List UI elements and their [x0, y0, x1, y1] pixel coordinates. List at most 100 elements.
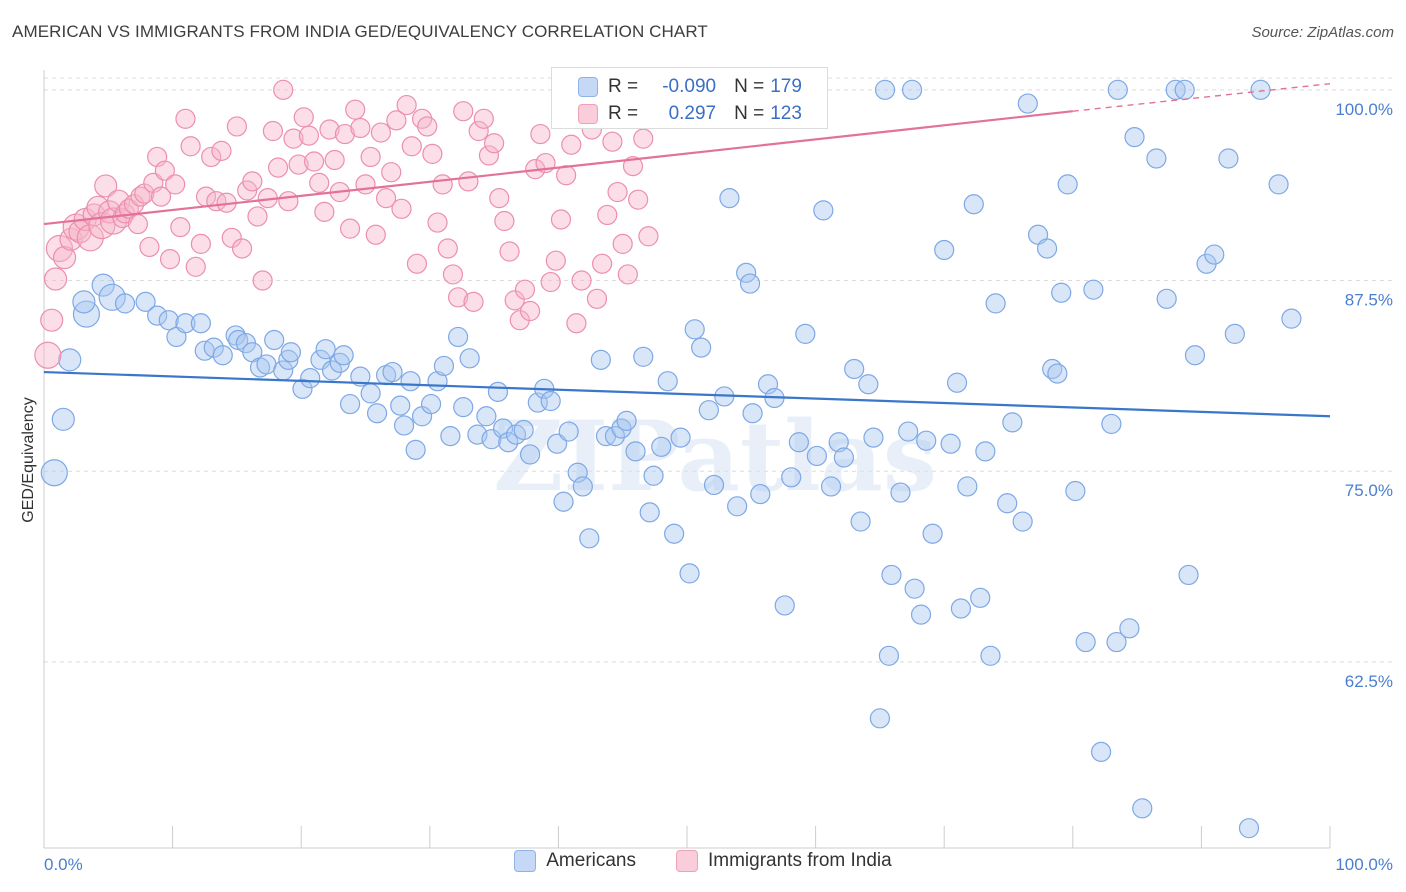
data-point: [201, 146, 222, 168]
data-point: [1051, 282, 1072, 303]
data-point: [298, 125, 320, 146]
data-point: [1281, 308, 1302, 329]
data-point: [34, 341, 62, 369]
axes: [43, 70, 1331, 849]
data-point: [391, 198, 412, 219]
data-point: [679, 563, 700, 584]
data-point: [670, 427, 691, 448]
data-point: [98, 283, 126, 311]
r-label: R =: [608, 76, 639, 97]
data-point: [806, 445, 827, 467]
n-value: 179: [770, 76, 802, 97]
data-point: [40, 308, 64, 332]
r-value: 0.297: [668, 103, 717, 124]
data-point: [468, 120, 489, 142]
data-point: [360, 383, 381, 404]
data-point: [844, 358, 865, 380]
r-label: R =: [608, 103, 639, 124]
data-point: [375, 188, 397, 209]
data-point: [946, 372, 968, 393]
data-point: [736, 262, 757, 283]
data-point: [106, 189, 131, 213]
data-point: [545, 250, 566, 271]
y-axis-label: GED/Equivalency: [20, 397, 37, 522]
data-point: [980, 645, 1001, 666]
data-point: [427, 212, 448, 233]
americans-swatch: [578, 77, 598, 97]
data-point: [422, 143, 443, 165]
data-point: [1132, 798, 1153, 819]
data-point: [1057, 174, 1078, 195]
data-point: [1090, 741, 1112, 762]
data-point: [478, 145, 500, 166]
data-point: [617, 264, 638, 285]
legend-label-americans: Americans: [546, 850, 636, 871]
y-tick-label: 100.0%: [1335, 100, 1393, 119]
data-point: [51, 407, 75, 431]
data-point: [72, 290, 96, 314]
data-point: [513, 419, 534, 441]
data-point: [863, 427, 884, 448]
data-point: [130, 186, 151, 207]
data-point: [293, 107, 314, 128]
data-point: [530, 123, 551, 145]
data-point: [292, 378, 313, 399]
data-point: [1174, 79, 1195, 100]
data-point: [489, 188, 510, 209]
data-point: [1178, 564, 1199, 586]
data-point: [950, 598, 972, 619]
data-point: [278, 349, 299, 370]
data-point: [319, 119, 340, 140]
data-point: [237, 180, 258, 201]
data-point: [727, 496, 748, 517]
legend-label-india: Immigrants from India: [708, 850, 892, 871]
y-tick-label: 75.0%: [1345, 481, 1393, 500]
data-point: [158, 310, 179, 331]
data-point: [514, 279, 536, 300]
data-point: [698, 400, 719, 421]
data-point: [639, 502, 660, 523]
data-point: [813, 200, 834, 221]
data-point: [558, 421, 579, 442]
data-point: [1106, 631, 1127, 653]
data-point: [540, 271, 561, 293]
data-point: [788, 432, 809, 453]
data-point: [881, 564, 902, 586]
data-point: [625, 441, 646, 462]
data-point: [170, 217, 191, 238]
data-point: [742, 403, 763, 424]
data-point: [401, 136, 422, 157]
data-point: [280, 342, 302, 363]
data-point: [463, 291, 484, 312]
data-point: [602, 131, 623, 152]
data-point: [1075, 631, 1096, 653]
data-point: [550, 209, 572, 230]
legend-item-india[interactable]: Immigrants from India: [676, 850, 892, 872]
data-point: [571, 270, 592, 291]
data-point: [58, 348, 82, 372]
legend-item-americans[interactable]: Americans: [514, 850, 636, 872]
data-point: [553, 491, 574, 512]
data-point: [572, 476, 593, 497]
n-label: N =: [734, 76, 765, 97]
data-point: [622, 156, 644, 177]
n-value: 123: [770, 103, 802, 124]
data-point: [916, 430, 937, 451]
data-point: [288, 154, 309, 175]
data-point: [242, 171, 263, 192]
stats-legend: R = -0.090 N = 179 R = 0.297 N = 123: [551, 67, 828, 129]
data-point: [127, 213, 148, 235]
data-point: [1250, 79, 1271, 100]
data-point: [1146, 148, 1167, 169]
data-point: [750, 483, 771, 505]
data-point: [1017, 93, 1038, 114]
data-point: [175, 313, 196, 334]
data-point: [1156, 288, 1177, 309]
data-point: [633, 128, 654, 149]
data-point: [283, 128, 304, 149]
data-point: [719, 188, 740, 209]
data-point: [432, 174, 453, 195]
data-point: [1268, 174, 1289, 195]
data-point: [828, 432, 849, 453]
